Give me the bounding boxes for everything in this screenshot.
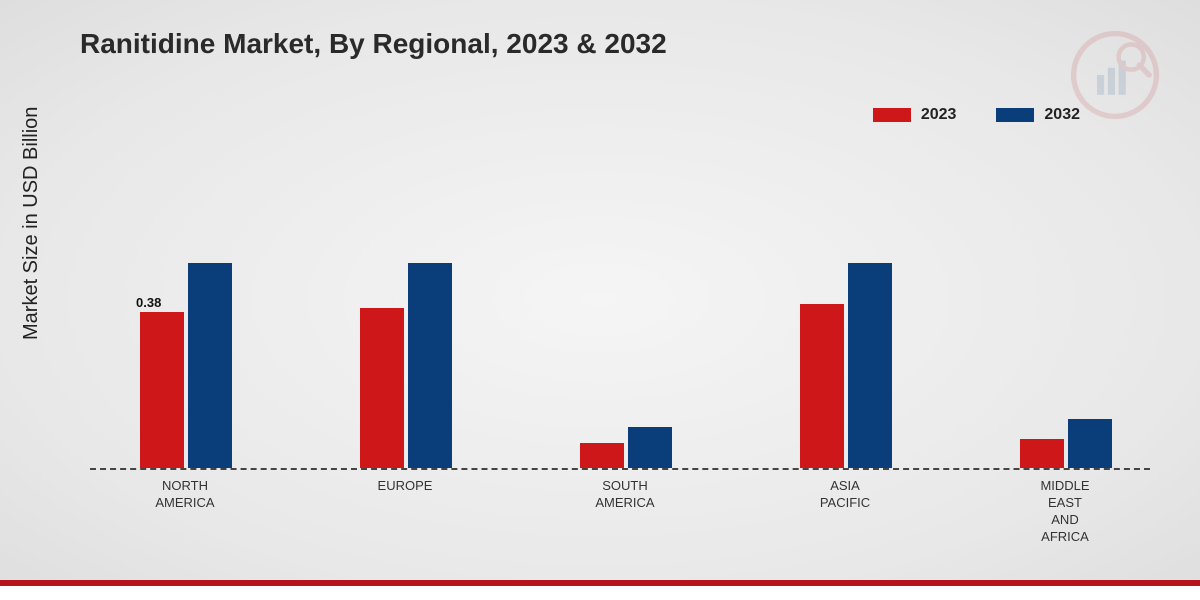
footer-bar bbox=[0, 580, 1200, 600]
legend-swatch-2023 bbox=[873, 108, 911, 122]
bar-2023 bbox=[580, 443, 624, 468]
bar-2023 bbox=[360, 308, 404, 468]
bar-2032 bbox=[1068, 419, 1112, 468]
x-axis-category-label: MIDDLE EAST AND AFRICA bbox=[995, 478, 1135, 546]
legend-swatch-2032 bbox=[996, 108, 1034, 122]
bar-group bbox=[570, 160, 690, 470]
x-axis-category-label: ASIA PACIFIC bbox=[775, 478, 915, 512]
bar-group: 0.38 bbox=[130, 160, 250, 470]
bar-2032 bbox=[848, 263, 892, 468]
bar-group bbox=[350, 160, 470, 470]
y-axis-label: Market Size in USD Billion bbox=[20, 107, 43, 340]
chart-canvas: Ranitidine Market, By Regional, 2023 & 2… bbox=[0, 0, 1200, 600]
legend: 2023 2032 bbox=[873, 106, 1080, 124]
legend-label-2032: 2032 bbox=[1044, 106, 1080, 124]
chart-title: Ranitidine Market, By Regional, 2023 & 2… bbox=[80, 28, 667, 60]
bar-value-label: 0.38 bbox=[136, 295, 161, 310]
x-axis-category-label: NORTH AMERICA bbox=[115, 478, 255, 512]
legend-item-2032: 2032 bbox=[996, 106, 1080, 124]
bar-group bbox=[790, 160, 910, 470]
bar-2023 bbox=[1020, 439, 1064, 468]
bar-2032 bbox=[628, 427, 672, 468]
bar-group bbox=[1010, 160, 1130, 470]
x-axis-category-label: EUROPE bbox=[335, 478, 475, 495]
bar-2023 bbox=[140, 312, 184, 468]
x-axis-category-label: SOUTH AMERICA bbox=[555, 478, 695, 512]
bar-2023 bbox=[800, 304, 844, 468]
plot-area: 0.38 bbox=[90, 160, 1150, 470]
bar-2032 bbox=[408, 263, 452, 468]
bar-2032 bbox=[188, 263, 232, 468]
watermark-logo bbox=[1070, 30, 1160, 120]
legend-item-2023: 2023 bbox=[873, 106, 957, 124]
legend-label-2023: 2023 bbox=[921, 106, 957, 124]
